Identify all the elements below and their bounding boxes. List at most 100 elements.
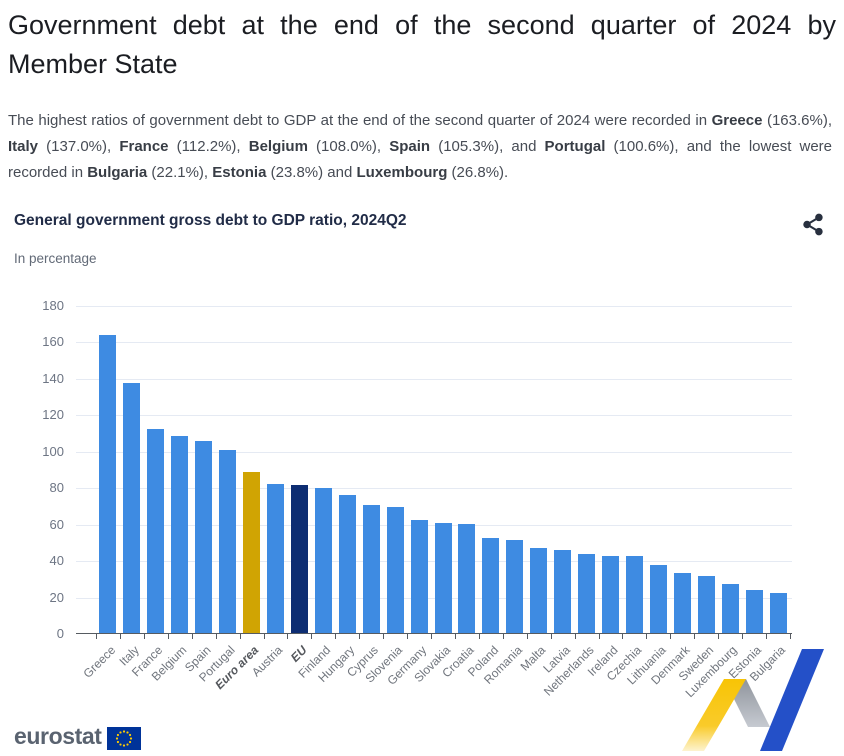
- x-axis-tick: [478, 634, 480, 639]
- gridline-120: [76, 415, 792, 417]
- intro-country-name: Spain: [389, 138, 431, 155]
- bar-belgium[interactable]: [171, 436, 189, 633]
- bar-spain[interactable]: [195, 441, 213, 633]
- share-icon: [801, 213, 826, 240]
- intro-country-name: Belgium: [248, 138, 308, 155]
- bar-romania[interactable]: [506, 540, 524, 633]
- y-tick-label-80: 80: [49, 480, 64, 496]
- y-tick-label-180: 180: [42, 298, 64, 313]
- x-axis-tick: [359, 634, 361, 639]
- bar-ireland[interactable]: [602, 555, 620, 633]
- x-axis-tick: [311, 634, 313, 639]
- x-axis-tick: [790, 634, 791, 639]
- bar-italy[interactable]: [123, 383, 141, 633]
- x-axis-tick: [119, 634, 121, 639]
- bar-germany[interactable]: [410, 520, 428, 633]
- intro-text: (23.8%) and: [266, 164, 357, 181]
- intro-text: (26.8%).: [447, 164, 509, 181]
- bar-malta[interactable]: [530, 548, 548, 633]
- x-axis-tick: [526, 634, 528, 639]
- y-tick-label-20: 20: [49, 589, 64, 605]
- x-axis-tick: [167, 634, 169, 639]
- intro-text: (112.2%),: [168, 138, 249, 155]
- x-axis-tick: [742, 634, 744, 639]
- y-tick-label-160: 160: [42, 334, 64, 350]
- bar-denmark[interactable]: [673, 572, 691, 633]
- intro-text: (163.6%),: [762, 112, 832, 129]
- y-tick-label-100: 100: [42, 443, 64, 459]
- bar-luxembourg[interactable]: [721, 584, 739, 633]
- bar-austria[interactable]: [266, 483, 284, 633]
- x-axis-tick: [407, 634, 409, 639]
- eu-flag-icon: [106, 726, 141, 750]
- bar-netherlands[interactable]: [578, 554, 596, 633]
- intro-text: (22.1%),: [147, 164, 213, 181]
- intro-text: The highest ratios of government debt to…: [8, 112, 712, 129]
- x-axis-tick: [263, 634, 265, 639]
- intro-country-name: Greece: [711, 112, 763, 129]
- x-axis-tick: [215, 634, 217, 639]
- gridline-80: [76, 488, 792, 490]
- bar-eu[interactable]: [290, 484, 308, 633]
- bar-hungary[interactable]: [338, 495, 356, 633]
- bar-sweden[interactable]: [697, 576, 715, 633]
- eurostat-wordmark: eurostat: [14, 723, 102, 749]
- x-axis-tick: [239, 634, 241, 639]
- x-axis-tick: [670, 634, 672, 639]
- chart-subtitle: In percentage: [14, 251, 97, 266]
- gridline-60: [76, 524, 792, 526]
- bar-slovakia[interactable]: [434, 523, 452, 633]
- y-tick-label-140: 140: [42, 370, 64, 386]
- bar-euro-area[interactable]: [243, 472, 261, 633]
- x-axis-tick: [143, 634, 145, 639]
- intro-country-name: Luxembourg: [356, 164, 448, 181]
- x-axis-tick: [646, 634, 648, 639]
- x-axis-tick: [454, 634, 456, 639]
- bar-czechia[interactable]: [625, 555, 643, 633]
- y-tick-label-40: 40: [49, 553, 64, 569]
- x-axis-tick: [550, 634, 552, 639]
- x-axis-tick: [598, 634, 600, 639]
- bar-chart: 0 20 40 60 80 100 120 140 160 180 Greece Italy Franc…: [42, 298, 792, 716]
- gridline-40: [76, 561, 792, 563]
- x-axis-tick: [718, 634, 720, 639]
- x-axis-tick: [383, 634, 385, 639]
- bar-slovenia[interactable]: [386, 506, 404, 633]
- bar-bulgaria[interactable]: [769, 592, 787, 633]
- intro-country-name: Estonia: [212, 164, 267, 181]
- bar-estonia[interactable]: [745, 589, 763, 633]
- x-axis-tick: [431, 634, 433, 639]
- x-label-greece: Greece: [80, 643, 118, 681]
- bar-portugal[interactable]: [219, 449, 237, 633]
- intro-country-name: Italy: [8, 138, 39, 155]
- bar-lithuania[interactable]: [649, 565, 667, 633]
- x-axis-tick: [502, 634, 504, 639]
- bar-france[interactable]: [147, 428, 165, 633]
- intro-country-name: Portugal: [544, 138, 606, 155]
- intro-text: (100.6%), and the lowest were recorded i…: [8, 138, 833, 181]
- bar-cyprus[interactable]: [362, 504, 380, 633]
- y-tick-label-0: 0: [56, 626, 64, 641]
- intro-country-name: Bulgaria: [87, 164, 148, 181]
- gridline-180: [76, 306, 792, 307]
- spark-ribbon-graphic: [672, 649, 832, 756]
- intro-paragraph: The highest ratios of government debt to…: [8, 108, 832, 186]
- gridline-140: [76, 378, 792, 380]
- y-tick-label-60: 60: [49, 516, 64, 532]
- x-axis-tick: [766, 634, 768, 639]
- bar-finland[interactable]: [314, 487, 332, 633]
- intro-text: (108.0%),: [307, 138, 390, 155]
- chart-title: General government gross debt to GDP rat…: [14, 212, 407, 229]
- y-tick-label-120: 120: [42, 407, 64, 423]
- chart-card: General government gross debt to GDP rat…: [14, 212, 836, 716]
- gridline-160: [76, 342, 792, 344]
- bar-croatia[interactable]: [458, 524, 476, 633]
- bar-greece[interactable]: [99, 334, 117, 633]
- page-title: Government debt at the end of the second…: [8, 10, 836, 79]
- bar-latvia[interactable]: [554, 549, 572, 633]
- eurostat-logo[interactable]: eurostat: [14, 723, 141, 750]
- x-axis-tick: [335, 634, 337, 639]
- share-button[interactable]: [799, 210, 828, 242]
- bar-poland[interactable]: [482, 538, 500, 633]
